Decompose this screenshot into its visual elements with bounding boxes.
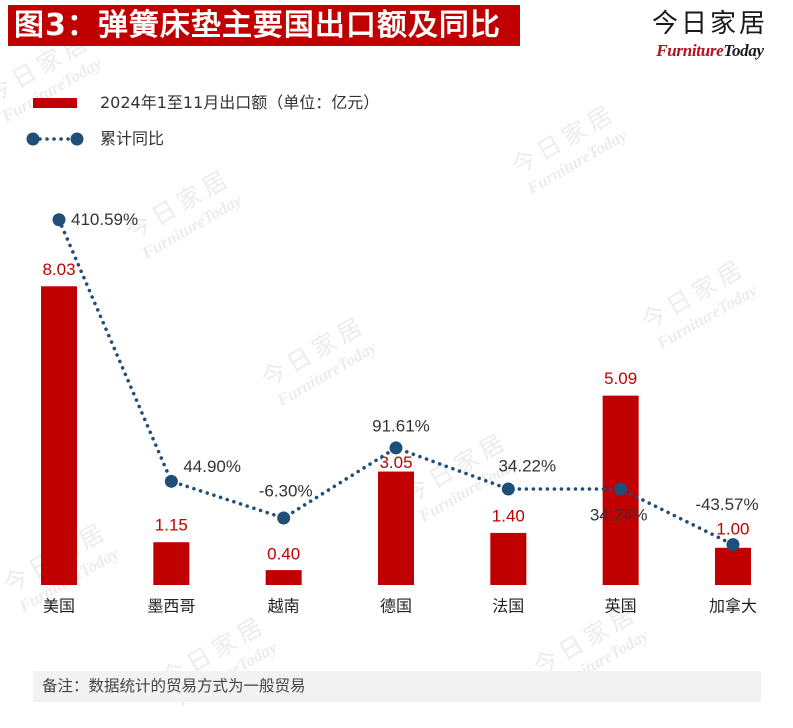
- category-label: 加拿大: [709, 597, 757, 616]
- yoy-value-label: -6.30%: [259, 481, 313, 500]
- yoy-value-label: 34.24%: [590, 505, 648, 524]
- category-label: 美国: [43, 597, 75, 616]
- category-label: 越南: [268, 597, 300, 616]
- legend-label-exports: 2024年1至11月出口额（单位：亿元）: [100, 93, 380, 112]
- yoy-point-2: [164, 474, 178, 488]
- bar-labels-group: 8.03 1.15 0.40 3.05 1.40 5.09 1.00: [42, 260, 749, 564]
- bar-value-label: 3.05: [379, 453, 412, 472]
- footnote-text: 备注：数据统计的贸易方式为一般贸易: [42, 677, 306, 695]
- category-labels-group: 美国 墨西哥 越南 德国 法国 英国 加拿大: [43, 597, 757, 616]
- yoy-value-label: 410.59%: [71, 210, 138, 229]
- bar-value-label: 1.40: [492, 506, 525, 525]
- yoy-point-5: [501, 482, 515, 496]
- legend-item-exports: 2024年1至11月出口额（单位：亿元）: [33, 93, 379, 113]
- brand-logo: 今日家居 FurnitureToday: [645, 8, 775, 62]
- category-label: 墨西哥: [147, 597, 195, 616]
- yoy-value-label: 34.22%: [498, 456, 556, 475]
- yoy-point-6: [614, 482, 628, 496]
- brand-logo-en-part2: Today: [723, 41, 764, 60]
- legend-bar-swatch: [33, 98, 77, 108]
- bar-value-label: 5.09: [604, 369, 637, 388]
- category-label: 德国: [380, 597, 412, 616]
- bar-value-label: 8.03: [42, 260, 75, 279]
- export-bar-3: [265, 570, 302, 585]
- brand-logo-en-part1: Furniture: [656, 41, 724, 60]
- yoy-labels-group: 410.59% 44.90% -6.30% 91.61% 34.22% 34.24% -43…: [71, 210, 759, 524]
- yoy-point-4: [389, 441, 403, 455]
- category-label: 法国: [492, 597, 524, 616]
- export-bar-5: [490, 532, 527, 585]
- brand-logo-cn: 今日家居: [651, 9, 768, 39]
- export-bar-4: [377, 471, 414, 585]
- yoy-points-group: [52, 213, 740, 552]
- bar-value-label: 1.15: [155, 516, 188, 535]
- chart-title-bar: 图3：弹簧床垫主要国出口额及同比: [8, 5, 520, 46]
- bar-value-label: 1.00: [716, 519, 749, 538]
- export-bar-2: [153, 542, 190, 585]
- legend-dot: [26, 132, 40, 146]
- yoy-value-label: 44.90%: [183, 457, 241, 476]
- yoy-point-1: [52, 213, 66, 227]
- legend-label-yoy: 累计同比: [100, 129, 165, 148]
- legend-item-yoy: 累计同比: [26, 129, 164, 149]
- yoy-value-label: -43.57%: [695, 495, 758, 514]
- chart-title: 图3：弹簧床垫主要国出口额及同比: [14, 8, 501, 43]
- export-bar-1: [41, 286, 77, 585]
- yoy-value-label: 91.61%: [372, 416, 430, 435]
- brand-logo-en: FurnitureToday: [645, 40, 775, 62]
- bar-value-label: 0.40: [267, 545, 300, 564]
- yoy-point-7: [726, 538, 740, 552]
- export-bar-7: [714, 547, 751, 585]
- category-label: 英国: [605, 597, 637, 616]
- yoy-point-3: [277, 511, 291, 525]
- footnote-box: 备注：数据统计的贸易方式为一般贸易: [33, 671, 761, 702]
- legend-dot: [70, 132, 84, 146]
- bars-group: [41, 286, 751, 585]
- legend-line-swatch: [26, 132, 84, 146]
